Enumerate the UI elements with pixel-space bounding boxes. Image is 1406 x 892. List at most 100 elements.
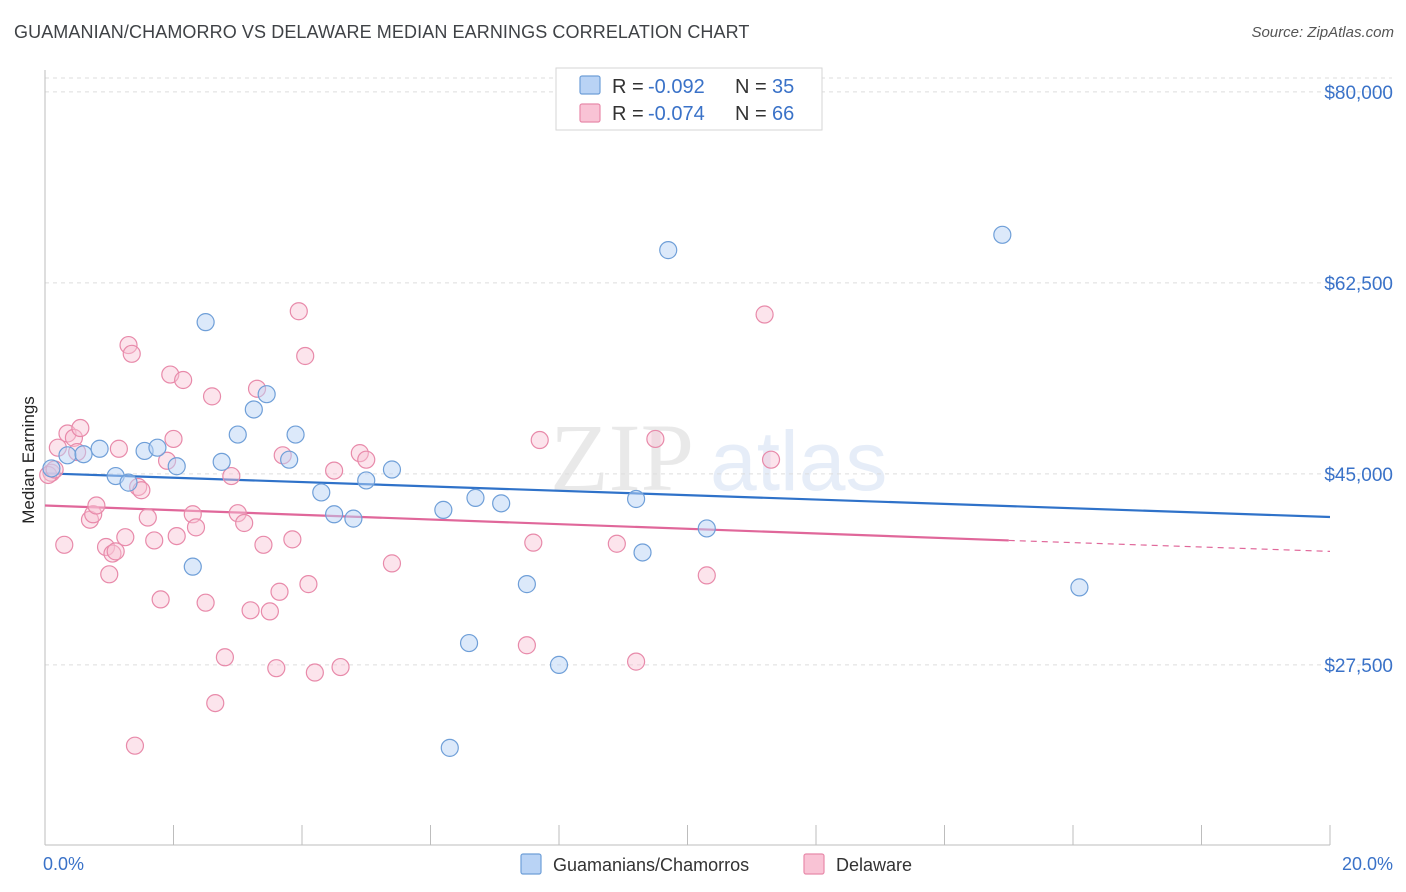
data-point-delaware — [109, 439, 128, 458]
data-point-guamanian — [312, 483, 331, 502]
data-point-delaware — [357, 450, 376, 469]
data-point-delaware — [607, 534, 626, 553]
y-axis-label: Median Earnings — [19, 396, 38, 524]
data-point-guamanian — [228, 425, 247, 444]
data-point-delaware — [305, 663, 324, 682]
data-point-delaware — [106, 542, 125, 561]
data-point-guamanian — [492, 494, 511, 513]
stats-swatch-delaware — [579, 103, 601, 123]
data-point-delaware — [299, 575, 318, 594]
data-point-delaware — [100, 565, 119, 584]
data-point-delaware — [254, 535, 273, 554]
data-point-guamanian — [90, 439, 109, 458]
stats-n-label-2: N = — [735, 103, 767, 125]
y-tick-label: $27,500 — [1324, 656, 1393, 677]
legend-label-guamanian: Guamanians/Chamorros — [553, 855, 749, 875]
data-point-guamanian — [466, 488, 485, 507]
data-point-guamanian — [993, 225, 1012, 244]
data-point-delaware — [761, 450, 781, 469]
stats-r-value-2: -0.074 — [648, 103, 705, 125]
y-tick-label: $80,000 — [1324, 83, 1393, 104]
data-point-guamanian — [196, 313, 215, 332]
series-legend: Guamanians/Chamorros Delaware — [520, 853, 912, 875]
data-point-guamanian — [633, 543, 652, 562]
data-point-delaware — [755, 305, 774, 324]
data-point-guamanian — [183, 557, 202, 576]
data-point-delaware — [296, 346, 315, 366]
data-point-guamanian — [434, 500, 453, 519]
data-point-delaware — [517, 636, 536, 655]
stats-n-value-1: 35 — [772, 76, 794, 98]
source-credit: Source: ZipAtlas.com — [1251, 24, 1394, 41]
series-guamanian-points — [42, 225, 1089, 757]
data-point-delaware — [215, 648, 234, 667]
data-point-guamanian — [42, 459, 61, 478]
stats-swatch-guamanian — [579, 75, 601, 95]
trend-line-guamanian — [44, 472, 1331, 519]
data-point-guamanian — [382, 460, 402, 479]
legend-swatch-delaware — [803, 853, 825, 875]
y-tick-label: $62,500 — [1324, 274, 1393, 295]
data-point-guamanian — [517, 575, 536, 594]
data-point-delaware — [270, 582, 289, 601]
data-point-delaware — [202, 387, 222, 406]
data-point-guamanian — [74, 445, 93, 464]
stats-r-label-2: R = — [612, 103, 644, 125]
data-point-guamanian — [697, 519, 716, 538]
data-point-guamanian — [257, 385, 276, 404]
y-tick-label: $45,000 — [1324, 465, 1393, 486]
data-point-guamanian — [212, 452, 231, 471]
trend-line-delaware-extrapolated — [1008, 539, 1331, 552]
data-point-guamanian — [1070, 578, 1089, 597]
data-point-guamanian — [440, 738, 459, 757]
axes — [44, 70, 1331, 846]
chart-title: GUAMANIAN/CHAMORRO VS DELAWARE MEDIAN EA… — [14, 22, 750, 42]
data-point-delaware — [87, 496, 106, 515]
watermark: ZIP atlas — [550, 404, 887, 511]
stats-legend: R = -0.092 N = 35 R = -0.074 N = 66 — [555, 67, 823, 131]
data-point-delaware — [697, 566, 716, 585]
data-point-delaware — [167, 526, 186, 546]
data-point-delaware — [151, 590, 170, 609]
data-point-guamanian — [244, 400, 263, 419]
trend-line-delaware — [44, 504, 1009, 542]
data-point-guamanian — [626, 489, 646, 509]
data-point-guamanian — [659, 241, 678, 260]
data-point-delaware — [186, 518, 206, 537]
data-point-delaware — [235, 513, 254, 533]
data-point-delaware — [626, 652, 646, 671]
data-point-delaware — [228, 504, 247, 523]
legend-label-delaware: Delaware — [836, 855, 912, 875]
data-point-delaware — [71, 418, 90, 438]
data-point-delaware — [283, 530, 302, 549]
data-point-delaware — [164, 429, 183, 449]
data-point-delaware — [241, 601, 260, 620]
stats-n-value-2: 66 — [772, 103, 794, 125]
watermark-atlas: atlas — [710, 414, 887, 508]
data-point-guamanian — [357, 471, 376, 490]
data-point-guamanian — [325, 505, 344, 524]
data-point-guamanian — [167, 457, 186, 476]
data-point-guamanian — [459, 633, 479, 653]
data-point-delaware — [530, 430, 549, 450]
data-point-delaware — [524, 533, 543, 552]
data-point-delaware — [116, 528, 135, 547]
data-point-delaware — [382, 554, 402, 573]
y-tick-labels: $27,500 $45,000 $62,500 $80,000 — [1324, 83, 1393, 677]
data-point-guamanian — [286, 425, 305, 444]
data-point-delaware — [646, 429, 665, 449]
data-point-delaware — [260, 602, 279, 621]
x-tick-label-max: 20.0% — [1342, 854, 1393, 874]
data-point-delaware — [96, 537, 116, 557]
data-point-guamanian — [549, 655, 569, 674]
data-point-guamanian — [344, 509, 363, 528]
data-point-delaware — [196, 593, 215, 612]
data-point-delaware — [125, 736, 145, 755]
stats-r-value-1: -0.092 — [648, 76, 705, 98]
data-point-delaware — [289, 302, 308, 321]
data-point-guamanian — [119, 473, 138, 492]
data-point-guamanian — [280, 450, 299, 469]
legend-swatch-guamanian — [520, 853, 542, 875]
x-tick-labels: 0.0% 20.0% — [43, 854, 1393, 874]
